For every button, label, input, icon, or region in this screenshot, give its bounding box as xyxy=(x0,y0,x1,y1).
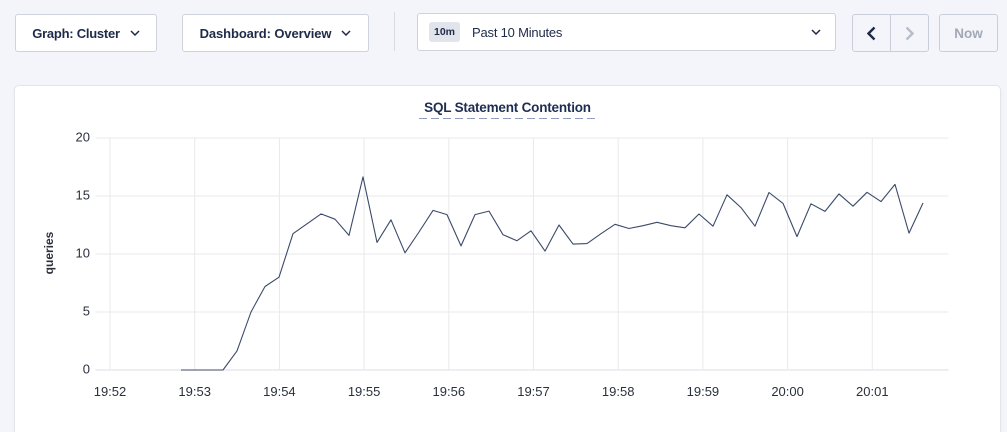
svg-text:20:00: 20:00 xyxy=(771,384,804,399)
svg-text:10: 10 xyxy=(76,246,90,261)
svg-text:19:58: 19:58 xyxy=(602,384,635,399)
svg-text:19:55: 19:55 xyxy=(348,384,381,399)
svg-text:0: 0 xyxy=(83,362,90,377)
svg-text:20:01: 20:01 xyxy=(856,384,889,399)
svg-text:19:52: 19:52 xyxy=(94,384,127,399)
svg-text:5: 5 xyxy=(83,304,90,319)
svg-text:19:54: 19:54 xyxy=(263,384,296,399)
svg-text:19:59: 19:59 xyxy=(687,384,720,399)
svg-text:20: 20 xyxy=(76,130,90,145)
svg-text:19:56: 19:56 xyxy=(433,384,466,399)
svg-text:19:57: 19:57 xyxy=(517,384,550,399)
svg-text:15: 15 xyxy=(76,188,90,203)
svg-text:queries: queries xyxy=(42,231,56,274)
svg-text:19:53: 19:53 xyxy=(178,384,211,399)
